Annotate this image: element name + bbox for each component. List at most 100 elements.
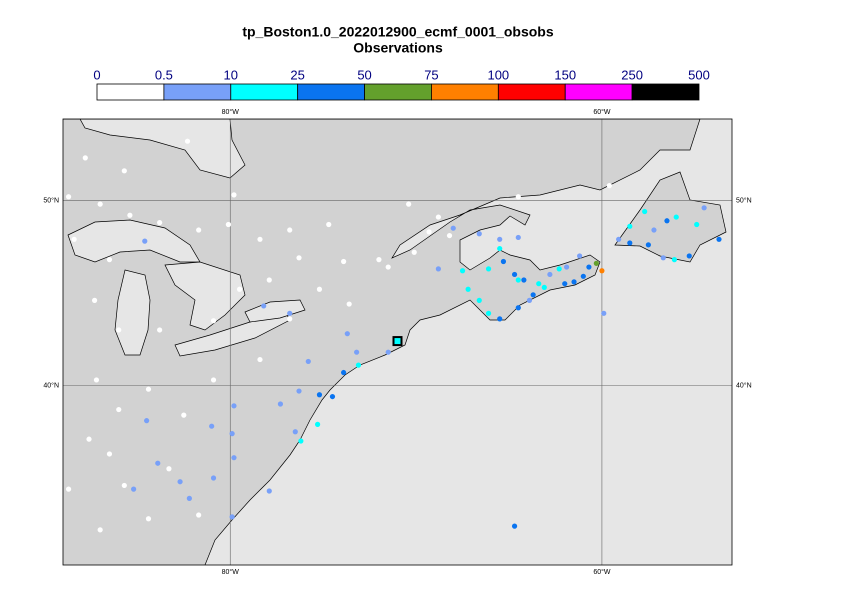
observation bbox=[406, 201, 412, 207]
observation bbox=[296, 255, 302, 261]
observation bbox=[673, 214, 679, 220]
observation bbox=[326, 221, 332, 228]
lake-ontario bbox=[244, 299, 306, 323]
observation bbox=[116, 406, 122, 413]
observation bbox=[500, 258, 507, 265]
observation bbox=[642, 208, 648, 215]
observation bbox=[701, 205, 707, 211]
colorbar-bin bbox=[364, 83, 432, 101]
observation bbox=[497, 316, 503, 322]
observation bbox=[616, 236, 622, 242]
observation bbox=[292, 429, 298, 435]
observation bbox=[196, 512, 202, 518]
colorbar-label: 10 bbox=[224, 67, 238, 82]
observation bbox=[586, 264, 592, 270]
observations bbox=[65, 138, 722, 533]
colorbar-label: 50 bbox=[357, 67, 371, 82]
observation bbox=[91, 297, 98, 303]
observation bbox=[686, 253, 692, 259]
observation bbox=[606, 183, 612, 189]
observation bbox=[166, 466, 172, 472]
observation bbox=[181, 412, 187, 418]
colorbar-bin bbox=[564, 83, 633, 101]
observation bbox=[287, 310, 293, 316]
subtitle: Observations bbox=[353, 40, 443, 56]
observation bbox=[287, 227, 293, 233]
observation bbox=[426, 229, 432, 235]
colorbar-label: 500 bbox=[688, 67, 710, 82]
map-frame bbox=[62, 118, 733, 566]
observation bbox=[354, 349, 360, 355]
james-bay bbox=[79, 119, 246, 179]
observation bbox=[210, 318, 217, 324]
observation bbox=[144, 418, 150, 424]
colorbar-label: 0.5 bbox=[155, 67, 173, 82]
colorbar: 0 0.5 10 25 50 75 100 150 250 500 bbox=[93, 67, 710, 101]
observation bbox=[526, 297, 533, 303]
observation bbox=[329, 393, 336, 400]
colorbar-label: 250 bbox=[621, 67, 643, 82]
observation bbox=[459, 268, 466, 274]
observation bbox=[385, 349, 391, 355]
observation bbox=[157, 327, 163, 333]
observation bbox=[266, 277, 272, 283]
observation bbox=[145, 516, 152, 522]
graticule bbox=[63, 119, 732, 565]
observation bbox=[671, 257, 677, 263]
colorbar-bin bbox=[497, 83, 566, 101]
observation bbox=[562, 281, 568, 287]
observation bbox=[121, 168, 127, 174]
observation bbox=[515, 277, 521, 283]
observation bbox=[344, 331, 350, 337]
colorbar-bin bbox=[631, 83, 700, 101]
observation bbox=[346, 301, 352, 307]
observation bbox=[564, 264, 570, 270]
lon-tick-label: 80°W bbox=[222, 108, 240, 116]
observation bbox=[316, 286, 323, 292]
observation bbox=[515, 234, 521, 241]
observation bbox=[82, 155, 88, 161]
observation bbox=[97, 527, 103, 533]
observation bbox=[435, 214, 441, 220]
ticks: 80°W 80°W 60°W 60°W 50°N 50°N 40°N 40°N bbox=[43, 108, 751, 576]
observation bbox=[521, 277, 527, 283]
observation bbox=[694, 221, 700, 228]
lat-tick-label: 40°N bbox=[43, 381, 59, 389]
observation bbox=[446, 232, 453, 239]
observation bbox=[645, 242, 651, 248]
observation bbox=[225, 221, 231, 228]
observation bbox=[465, 286, 471, 292]
observation bbox=[93, 377, 100, 383]
observation bbox=[627, 223, 633, 229]
observation bbox=[65, 194, 72, 200]
colorbar-bin bbox=[431, 83, 499, 101]
observation bbox=[229, 431, 235, 437]
observation bbox=[716, 236, 722, 242]
observation bbox=[316, 392, 323, 398]
colorbar-label: 100 bbox=[487, 67, 509, 82]
observation bbox=[556, 266, 562, 272]
site-marker bbox=[392, 336, 403, 347]
observation bbox=[261, 303, 267, 309]
observation bbox=[231, 403, 237, 409]
observation bbox=[476, 297, 482, 303]
land bbox=[63, 119, 701, 565]
observation bbox=[435, 266, 441, 272]
lake-michigan bbox=[114, 269, 151, 356]
observation bbox=[210, 475, 217, 481]
lat-tick-label: 50°N bbox=[736, 196, 752, 204]
observation bbox=[257, 356, 263, 363]
observation bbox=[314, 421, 321, 427]
observation bbox=[142, 238, 148, 244]
observation bbox=[541, 284, 547, 291]
lon-tick-label: 60°W bbox=[593, 108, 611, 116]
observation bbox=[287, 316, 293, 322]
lat-tick-label: 40°N bbox=[736, 381, 752, 389]
observation bbox=[530, 292, 536, 298]
observation bbox=[186, 495, 192, 501]
observation bbox=[511, 523, 518, 529]
observation bbox=[485, 266, 492, 272]
observation bbox=[515, 305, 521, 311]
observation bbox=[184, 138, 191, 144]
colorbar-bin bbox=[230, 83, 299, 101]
